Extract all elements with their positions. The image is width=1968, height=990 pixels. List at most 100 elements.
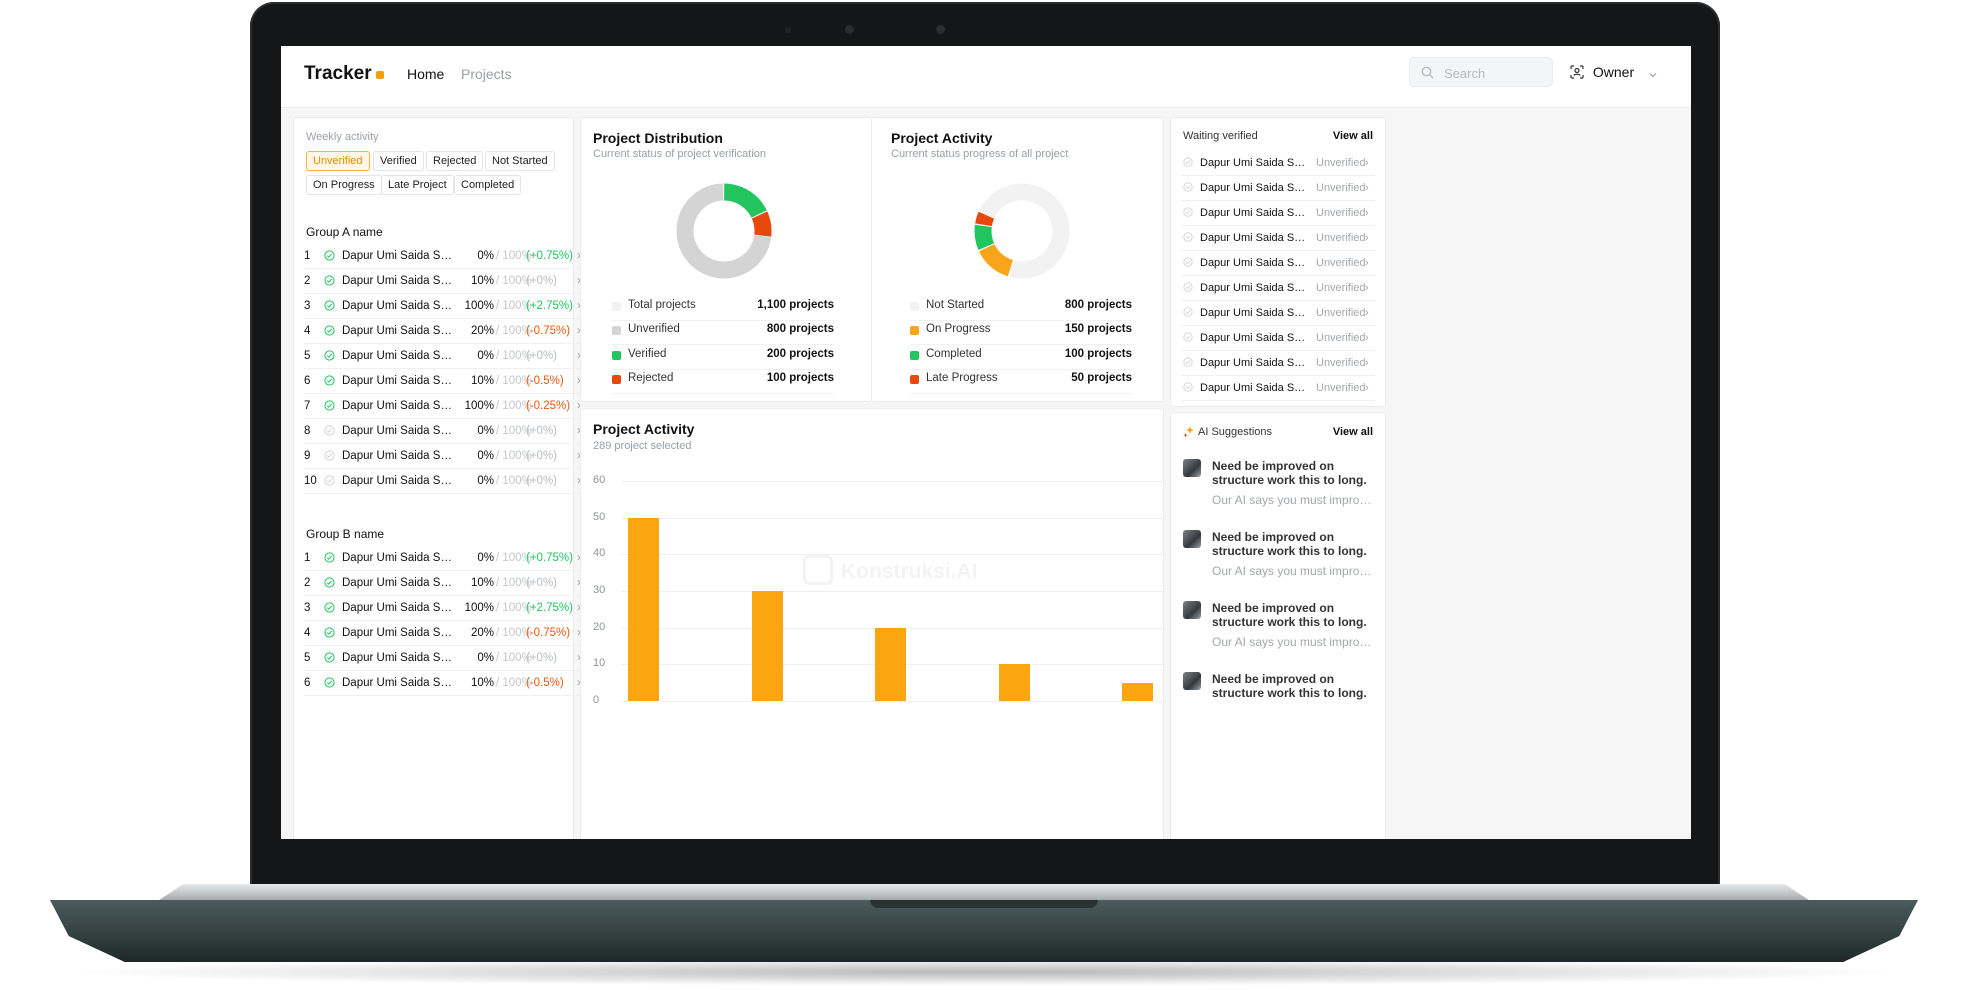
bar-4[interactable] xyxy=(999,664,1030,701)
check-mark xyxy=(1185,360,1191,365)
list-item[interactable]: Dapur Umi Saida Sem... Unverified› xyxy=(1181,376,1375,401)
bar-5[interactable] xyxy=(1122,682,1153,701)
table-row[interactable]: 1 Dapur Umi Saida Sem... 0%/ 100%(+0.75%) › xyxy=(304,546,588,571)
activity-summary-subtitle: Current status progress of all project xyxy=(891,148,1069,160)
row-progress: 0% xyxy=(477,652,494,664)
bar-2[interactable] xyxy=(752,591,783,701)
table-row[interactable]: 4 Dapur Umi Saida Sem... 20%/ 100%(-0.75%)… xyxy=(304,621,588,646)
legend-label: Total projects xyxy=(628,299,696,311)
list-item[interactable]: Dapur Umi Saida Sem... Unverified› xyxy=(1181,201,1375,226)
ai-title: AI Suggestions xyxy=(1198,426,1272,438)
list-item[interactable]: Dapur Umi Saida Sem... Unverified› xyxy=(1181,151,1375,176)
item-name: Dapur Umi Saida Sem... xyxy=(1200,182,1306,194)
check-circle-icon xyxy=(324,300,335,314)
bar-1[interactable] xyxy=(628,517,659,701)
table-row[interactable]: 5 Dapur Umi Saida Sem... 0%/ 100%(+0%) › xyxy=(304,646,588,671)
table-row[interactable]: 3 Dapur Umi Saida Sem... 100%/ 100%(+2.75%… xyxy=(304,596,588,621)
y-tick-label: 20 xyxy=(593,620,606,633)
gridline xyxy=(621,517,1165,519)
row-target: / 100% xyxy=(496,552,532,564)
row-name: Dapur Umi Saida Sem... xyxy=(342,325,452,337)
list-item[interactable]: Dapur Umi Saida Sem... Unverified› xyxy=(1181,226,1375,251)
table-row[interactable]: 5 Dapur Umi Saida Sem... 0%/ 100%(+0%) › xyxy=(304,344,588,369)
row-progress: 20% xyxy=(470,325,494,337)
search-input[interactable]: Search xyxy=(1409,57,1553,87)
row-change: (+0.75%) xyxy=(526,250,573,262)
list-item[interactable]: Dapur Umi Saida Sem... Unverified› xyxy=(1181,276,1375,301)
table-row[interactable]: 3 Dapur Umi Saida Sem... 100%/ 100%(+2.75%… xyxy=(304,294,588,319)
row-change: (+0%) xyxy=(526,275,557,287)
row-name: Dapur Umi Saida Sem... xyxy=(342,652,452,664)
table-row[interactable]: 4 Dapur Umi Saida Sem... 20%/ 100%(-0.75%)… xyxy=(304,319,588,344)
laptop-base xyxy=(50,900,1918,962)
project-distribution-card: Project Distribution Current status of p… xyxy=(580,117,872,402)
brand-logo[interactable]: Tracker xyxy=(304,63,384,85)
list-item[interactable]: Dapur Umi Saida Sem... Unverified› xyxy=(1181,351,1375,376)
check-mark xyxy=(1185,310,1191,315)
y-tick-label: 0 xyxy=(593,694,600,706)
bar-3[interactable] xyxy=(875,627,906,701)
list-item[interactable]: Dapur Umi Saida Sem... Unverified› xyxy=(1181,176,1375,201)
gridline xyxy=(621,701,1165,702)
legend-label: Not Started xyxy=(926,299,985,311)
row-name: Dapur Umi Saida Sem... xyxy=(342,300,452,312)
distribution-title: Project Distribution xyxy=(593,130,723,146)
suggestion-item[interactable]: Need be improved on structure work this … xyxy=(1181,672,1375,743)
row-progress: 0% xyxy=(477,350,494,362)
table-row[interactable]: 7 Dapur Umi Saida Sem... 100%/ 100%(-0.25%… xyxy=(304,394,588,419)
row-index: 4 xyxy=(304,627,311,639)
nav-home[interactable]: Home xyxy=(407,66,445,82)
row-name: Dapur Umi Saida Sem... xyxy=(342,350,452,362)
row-progress: 0% xyxy=(477,425,494,437)
suggestion-item[interactable]: Need be improved on structure work this … xyxy=(1181,459,1375,530)
list-item[interactable]: Dapur Umi Saida Sem... Unverified› xyxy=(1181,326,1375,351)
table-row[interactable]: 1 Dapur Umi Saida Sem... 0%/ 100%(+0.75%) › xyxy=(304,244,588,269)
check-mark xyxy=(326,630,333,635)
pending-circle-icon xyxy=(1183,382,1193,395)
ai-view-all-link[interactable]: View all xyxy=(1332,426,1373,438)
y-tick-label: 30 xyxy=(593,584,606,596)
legend-label: On Progress xyxy=(926,323,991,336)
check-mark xyxy=(1185,335,1191,340)
table-row[interactable]: 6 Dapur Umi Saida Sem... 10%/ 100%(-0.5%) › xyxy=(304,369,588,394)
pending-circle-icon xyxy=(324,450,335,464)
legend-value: 100 projects xyxy=(1064,347,1132,360)
check-circle-outline xyxy=(1183,282,1193,292)
table-row[interactable]: 2 Dapur Umi Saida Sem... 10%/ 100%(+0%) › xyxy=(304,269,588,294)
filter-chip-completed[interactable]: Completed xyxy=(454,175,522,195)
list-item[interactable]: Dapur Umi Saida Sem... Unverified› xyxy=(1181,301,1375,326)
list-item[interactable]: Dapur Umi Saida Sem... Unverified› xyxy=(1181,251,1375,276)
filter-chip-on-progress[interactable]: On Progress xyxy=(306,175,382,195)
check-circle-outline xyxy=(1183,357,1193,367)
table-row[interactable]: 6 Dapur Umi Saida Sem... 10%/ 100%(-0.5%) › xyxy=(304,671,588,696)
check-circle-outline xyxy=(1183,207,1193,217)
app-screen: Tracker Home Projects Search Owner xyxy=(281,46,1691,839)
search-placeholder: Search xyxy=(1444,66,1486,81)
suggestion-item[interactable]: Need be improved on structure work this … xyxy=(1181,601,1375,672)
activity-donut-chart[interactable] xyxy=(967,176,1077,286)
item-name: Dapur Umi Saida Sem... xyxy=(1200,307,1306,319)
nav-projects[interactable]: Projects xyxy=(461,66,512,82)
row-change: (+2.75%) xyxy=(526,300,573,312)
legend-row-not-started: Not Started 800 projects xyxy=(910,297,1132,321)
filter-chip-verified[interactable]: Verified xyxy=(373,151,424,171)
suggestion-item[interactable]: Need be improved on structure work this … xyxy=(1181,530,1375,601)
table-row[interactable]: 8 Dapur Umi Saida Sem... 0%/ 100%(+0%) › xyxy=(304,419,588,444)
table-row[interactable]: 2 Dapur Umi Saida Sem... 10%/ 100%(+0%) › xyxy=(304,571,588,596)
distribution-subtitle: Current status of project verification xyxy=(593,148,767,160)
distribution-donut-chart[interactable] xyxy=(669,176,779,286)
row-index: 10 xyxy=(304,475,317,487)
filter-chip-not-started[interactable]: Not Started xyxy=(485,151,555,171)
check-circle-outline xyxy=(324,275,335,286)
table-row[interactable]: 10 Dapur Umi Saida Sem... 0%/ 100%(+0%) › xyxy=(304,469,588,494)
check-mark xyxy=(326,278,333,283)
filter-chip-rejected[interactable]: Rejected xyxy=(426,151,484,171)
user-menu[interactable]: Owner xyxy=(1569,64,1658,80)
sensor-icon xyxy=(845,25,854,34)
filter-chip-unverified[interactable]: Unverified xyxy=(306,151,370,171)
filter-chip-late-project[interactable]: Late Project xyxy=(381,175,454,195)
row-progress: 0% xyxy=(477,552,494,564)
check-mark xyxy=(326,453,333,458)
waiting-view-all-link[interactable]: View all xyxy=(1332,130,1373,142)
table-row[interactable]: 9 Dapur Umi Saida Sem... 0%/ 100%(+0%) › xyxy=(304,444,588,469)
